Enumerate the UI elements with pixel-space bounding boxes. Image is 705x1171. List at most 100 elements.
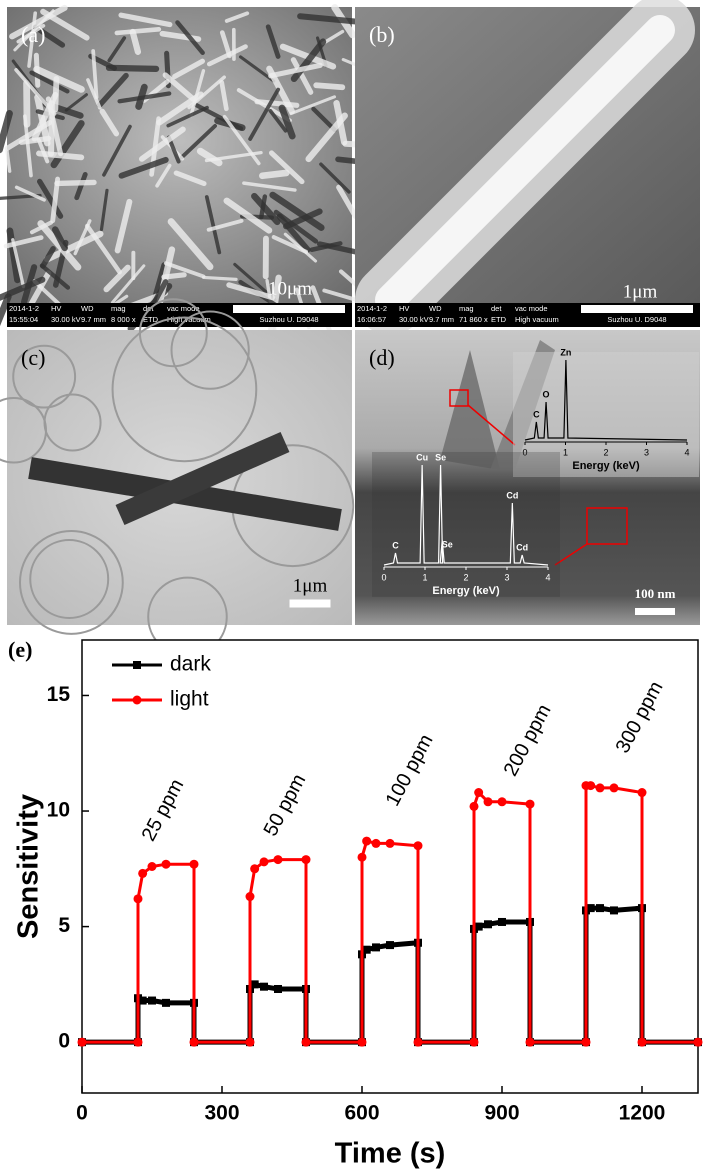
scale-bar bbox=[289, 599, 331, 608]
nanorod bbox=[36, 178, 64, 219]
nanorod bbox=[91, 49, 99, 100]
micrograph-panel: (c) 1μm bbox=[0, 298, 355, 658]
nanorod bbox=[0, 110, 13, 154]
nanorod bbox=[166, 105, 209, 128]
eds-tick-label: 4 bbox=[684, 447, 689, 457]
peak-label: O bbox=[543, 389, 550, 399]
info-value: 9.7 mm bbox=[429, 315, 454, 324]
nanorod bbox=[85, 223, 122, 275]
data-point bbox=[259, 857, 269, 867]
nanorod bbox=[290, 57, 314, 95]
info-header: 2014-1-2 bbox=[9, 304, 39, 313]
nanorod bbox=[278, 104, 296, 140]
data-point bbox=[274, 984, 282, 993]
nanorod bbox=[54, 179, 97, 187]
data-point bbox=[133, 894, 143, 904]
data-point bbox=[77, 1037, 87, 1047]
data-point bbox=[498, 917, 506, 926]
nanorod bbox=[268, 62, 323, 79]
data-point bbox=[474, 788, 484, 798]
nanorod bbox=[162, 72, 197, 102]
data-point bbox=[133, 1037, 143, 1047]
nanorod bbox=[0, 276, 46, 301]
nanorod bbox=[155, 163, 172, 188]
nanorod bbox=[226, 282, 276, 301]
micrograph-panel: (b) 1μm 2014-1-2 HV WD mag det vac mode 16:06:57… bbox=[355, 0, 700, 335]
chart: (e) 0 5 10 15 0 300 600 900 1200 Time (s) Sensitivi… bbox=[8, 637, 703, 1170]
peak-label: Cu bbox=[416, 452, 428, 462]
scale-bar bbox=[233, 305, 345, 313]
nanorod bbox=[202, 275, 238, 282]
x-tick-label: 900 bbox=[484, 1102, 519, 1125]
data-point bbox=[161, 859, 171, 869]
nanorod bbox=[0, 293, 12, 327]
peak-label: Se bbox=[442, 539, 453, 549]
nanorod bbox=[313, 82, 346, 91]
nanorod bbox=[206, 218, 244, 232]
nanorod bbox=[265, 24, 281, 59]
info-value: 30.00 kV bbox=[399, 315, 429, 324]
nanorod bbox=[105, 64, 160, 72]
legend-marker bbox=[133, 661, 141, 669]
data-point bbox=[525, 799, 535, 809]
data-point bbox=[273, 855, 283, 865]
legend-entry: dark bbox=[112, 653, 211, 676]
data-point bbox=[413, 841, 423, 851]
nanorod bbox=[36, 137, 50, 164]
data-point bbox=[637, 788, 647, 798]
data-point bbox=[357, 1037, 367, 1047]
nanorod bbox=[64, 93, 88, 112]
x-tick-label: 0 bbox=[76, 1102, 88, 1125]
nanorod bbox=[276, 213, 311, 253]
info-header: mag bbox=[459, 304, 474, 313]
nanorod bbox=[151, 279, 169, 305]
info-value: ETD bbox=[143, 315, 159, 324]
x-tick-label: 600 bbox=[344, 1102, 379, 1125]
nanorod bbox=[129, 28, 142, 55]
nanorod bbox=[107, 36, 127, 63]
info-header: vac mode bbox=[515, 304, 548, 313]
nanorod bbox=[118, 156, 169, 179]
nanorod bbox=[289, 95, 337, 116]
nanorod bbox=[297, 13, 361, 25]
eds-axis-label: Energy (keV) bbox=[432, 585, 500, 597]
nanorod bbox=[206, 44, 248, 67]
nanorod bbox=[31, 91, 59, 142]
nanorod bbox=[269, 191, 325, 231]
peak-label: Cd bbox=[506, 490, 518, 500]
info-header: HV bbox=[399, 304, 409, 313]
nanorod bbox=[11, 238, 26, 289]
eds-trace bbox=[524, 359, 688, 441]
eds-axis-label: Energy (keV) bbox=[572, 460, 640, 472]
nanorod bbox=[50, 176, 61, 224]
nanorod bbox=[39, 263, 71, 290]
nanorod bbox=[37, 220, 82, 271]
data-point bbox=[609, 783, 619, 793]
legend-entry: light bbox=[112, 688, 209, 711]
eds-spectrum: Zn OC 0 1 2 3 4 Energy (keV) bbox=[513, 347, 699, 477]
nanorod bbox=[9, 4, 68, 40]
eds-inset-bg bbox=[513, 352, 699, 477]
nanorod bbox=[187, 75, 226, 110]
nanorod bbox=[321, 29, 345, 46]
data-point bbox=[474, 922, 483, 931]
nanorod bbox=[204, 195, 222, 255]
nanorod bbox=[40, 245, 56, 269]
data-point bbox=[147, 862, 157, 871]
data-point bbox=[596, 904, 604, 913]
eds-tick-label: 3 bbox=[504, 572, 509, 582]
info-header: WD bbox=[81, 304, 94, 313]
nanorod bbox=[74, 171, 88, 201]
data-point bbox=[484, 920, 492, 929]
info-header: WD bbox=[429, 304, 442, 313]
nanorod bbox=[115, 431, 290, 526]
nanorod bbox=[375, 15, 675, 315]
film-hole bbox=[12, 344, 77, 409]
data-point bbox=[586, 904, 595, 913]
info-value: High vacuum bbox=[167, 315, 211, 324]
data-point bbox=[637, 1037, 647, 1047]
peak-label: Cd bbox=[516, 542, 528, 552]
data-point bbox=[581, 1037, 591, 1047]
info-value: 15:55:04 bbox=[9, 315, 38, 324]
info-header: vac mode bbox=[167, 304, 200, 313]
